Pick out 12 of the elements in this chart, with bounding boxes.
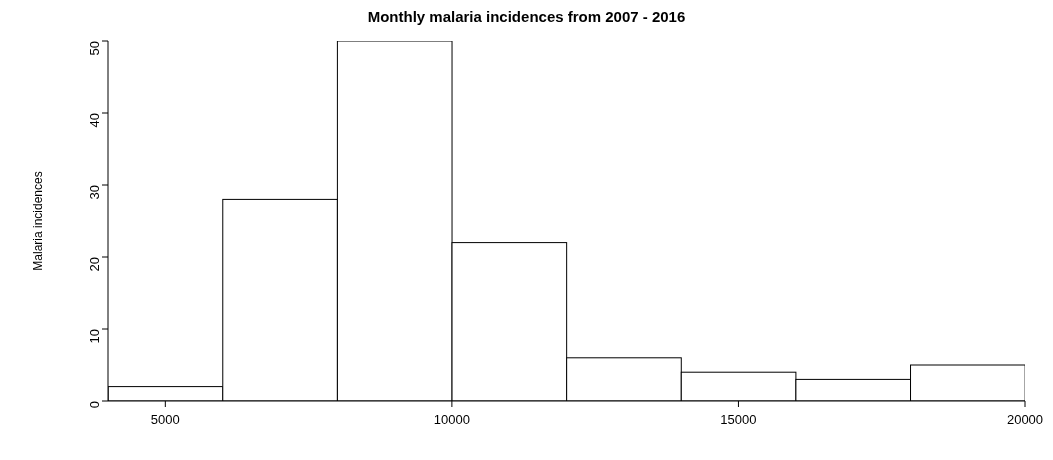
y-tick-label: 50 xyxy=(86,41,102,56)
y-tick-label: 0 xyxy=(86,401,102,409)
y-tick-label: 10 xyxy=(86,329,102,344)
y-axis-title: Malaria incidences xyxy=(31,171,46,271)
chart-title: Monthly malaria incidences from 2007 - 2016 xyxy=(366,8,687,25)
y-tick-label: 20 xyxy=(86,257,102,272)
x-tick-label: 5000 xyxy=(150,412,180,428)
x-tick-label: 15000 xyxy=(720,412,757,428)
y-tick-label: 30 xyxy=(86,185,102,200)
x-tick-label: 20000 xyxy=(1006,412,1044,428)
y-tick-label: 40 xyxy=(86,113,102,128)
x-tick-label: 10000 xyxy=(433,412,470,428)
